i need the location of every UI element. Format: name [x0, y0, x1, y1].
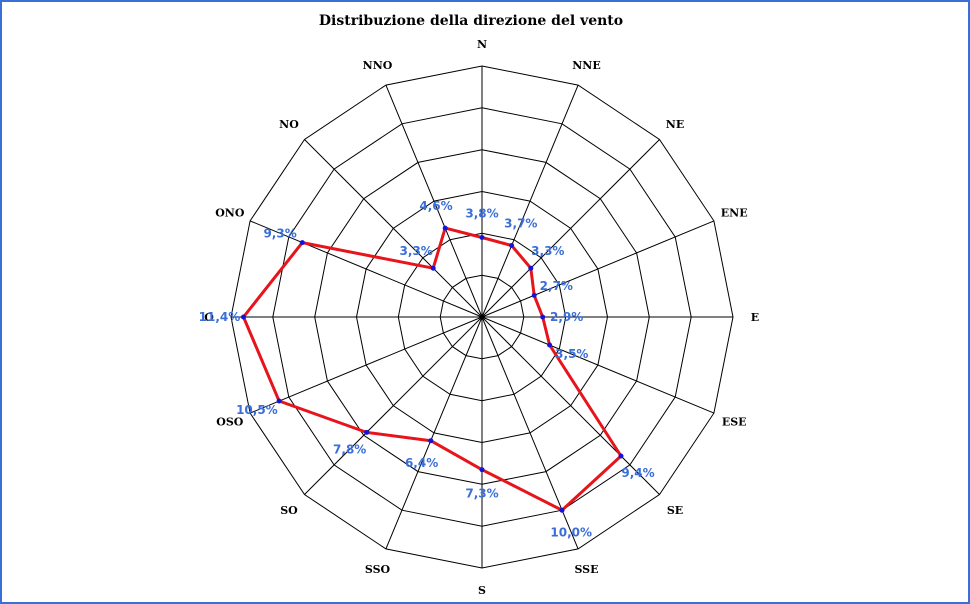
spoke-ENE: [481, 220, 715, 318]
data-point-NNE: [509, 243, 515, 248]
value-label-SSO: 6,4%: [405, 456, 438, 470]
value-label-NE: 3,3%: [531, 244, 564, 258]
direction-label-SSE: SSE: [574, 563, 598, 576]
data-point-E: [540, 314, 546, 320]
value-label-E: 2,9%: [550, 310, 583, 324]
value-label-SSE: 10,0%: [550, 525, 592, 539]
data-point-SE: [618, 453, 624, 459]
radar-grid: [230, 65, 734, 569]
data-point-O: [241, 314, 246, 320]
direction-label-NNE: NNE: [572, 59, 601, 72]
data-point-NE: [528, 265, 534, 271]
value-label-SE: 9,4%: [621, 466, 654, 480]
spoke-OSO: [249, 316, 483, 414]
value-label-ENE: 2,7%: [540, 279, 573, 293]
data-point-OSO: [276, 398, 282, 404]
spoke-SE: [481, 316, 660, 495]
spoke-NNO: [385, 84, 483, 318]
direction-label-SE: SE: [667, 504, 683, 517]
direction-label-O: O: [204, 311, 214, 324]
data-point-NO: [430, 265, 436, 271]
value-label-ESE: 3,5%: [555, 347, 588, 361]
series-markers: [241, 225, 624, 513]
spoke-ESE: [481, 316, 715, 414]
spoke-NO: [304, 139, 483, 318]
direction-label-S: S: [478, 584, 486, 597]
direction-label-OSO: OSO: [216, 416, 244, 429]
value-label-SO: 7,8%: [333, 442, 366, 456]
data-point-ESE: [547, 342, 553, 348]
value-label-NO: 3,3%: [400, 244, 433, 258]
value-label-O: 11,4%: [199, 310, 241, 324]
chart-title: Distribuzione della direzione del vento: [319, 13, 623, 29]
value-label-ONO: 9,3%: [263, 226, 296, 240]
direction-label-NO: NO: [279, 118, 299, 131]
direction-label-ENE: ENE: [721, 207, 748, 220]
direction-labels: N NNE NE ENE E ESE SE SSE S SSO SO OSO O ONO NO NNO: [204, 38, 759, 597]
direction-label-SO: SO: [280, 504, 298, 517]
value-label-NNO: 4,6%: [419, 199, 452, 213]
data-point-SO: [364, 429, 370, 435]
data-point-SSO: [428, 438, 434, 444]
direction-label-N: N: [477, 38, 487, 51]
data-point-N: [479, 235, 485, 240]
direction-label-ESE: ESE: [722, 416, 747, 429]
spoke-NNE: [481, 84, 579, 318]
spoke-ONO: [249, 220, 483, 318]
data-point-ONO: [299, 240, 305, 246]
direction-label-NE: NE: [666, 118, 684, 131]
value-label-N: 3,8%: [465, 207, 498, 221]
value-labels: 3,8% 3,7% 3,3% 2,7% 2,9% 3,5% 9,4% 10,0% 7,3% 6,4…: [199, 199, 655, 540]
spoke-SSO: [385, 316, 483, 550]
data-point-ENE: [531, 292, 537, 298]
data-point-S: [479, 467, 485, 473]
direction-label-SSO: SSO: [365, 563, 391, 576]
spoke-NE: [481, 139, 660, 318]
value-label-OSO: 10,5%: [236, 403, 278, 417]
direction-label-E: E: [751, 311, 759, 324]
data-point-SSE: [559, 507, 565, 513]
spoke-SO: [304, 316, 483, 495]
value-label-S: 7,3%: [465, 487, 498, 501]
direction-label-NNO: NNO: [363, 59, 393, 72]
data-point-NNO: [442, 225, 448, 231]
direction-label-ONO: ONO: [215, 207, 245, 220]
value-label-NNE: 3,7%: [504, 216, 537, 230]
